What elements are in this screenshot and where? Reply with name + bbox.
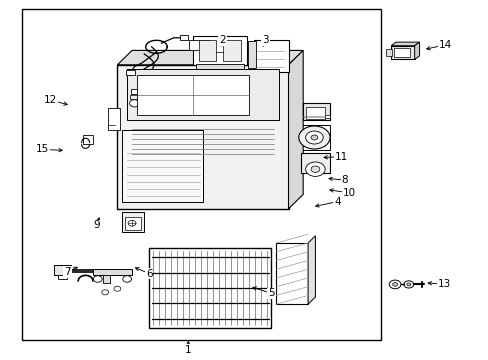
Polygon shape: [288, 50, 303, 209]
Text: 12: 12: [43, 95, 57, 105]
Bar: [83, 135, 93, 144]
Text: 1: 1: [184, 345, 191, 355]
Bar: [199, 40, 216, 61]
Bar: [248, 41, 255, 68]
Bar: [193, 36, 246, 65]
Bar: [195, 64, 244, 69]
Circle shape: [298, 126, 329, 149]
Bar: [122, 212, 144, 232]
Polygon shape: [414, 42, 419, 59]
Bar: [393, 48, 409, 57]
Circle shape: [406, 283, 410, 286]
Bar: [129, 95, 141, 99]
Text: 9: 9: [93, 220, 100, 230]
Bar: [102, 275, 110, 283]
Bar: [276, 243, 307, 304]
Circle shape: [122, 276, 131, 282]
Bar: [58, 275, 67, 279]
Bar: [22, 9, 381, 340]
Text: 11: 11: [334, 152, 347, 162]
Bar: [149, 248, 271, 328]
Bar: [126, 70, 135, 75]
Text: 8: 8: [341, 175, 347, 185]
Bar: [117, 65, 288, 209]
Circle shape: [392, 283, 397, 286]
Bar: [300, 125, 329, 150]
Text: 7: 7: [64, 267, 71, 277]
Circle shape: [128, 220, 136, 226]
Text: 6: 6: [145, 269, 152, 279]
Circle shape: [93, 276, 102, 282]
Text: 15: 15: [35, 144, 49, 154]
Text: 14: 14: [437, 40, 451, 50]
Bar: [254, 40, 288, 72]
Polygon shape: [390, 42, 419, 46]
Bar: [131, 89, 141, 94]
Text: 5: 5: [267, 288, 274, 298]
Text: 2: 2: [219, 35, 225, 45]
Bar: [107, 108, 120, 130]
Bar: [127, 69, 278, 120]
Text: 13: 13: [436, 279, 450, 289]
Bar: [305, 107, 325, 119]
Bar: [303, 103, 329, 120]
Bar: [137, 75, 249, 115]
Bar: [124, 217, 141, 230]
Circle shape: [310, 166, 319, 172]
Circle shape: [102, 290, 108, 295]
Bar: [325, 115, 329, 118]
Circle shape: [129, 100, 139, 107]
Circle shape: [305, 162, 325, 176]
Text: 4: 4: [333, 197, 340, 207]
Bar: [93, 269, 132, 275]
Circle shape: [310, 135, 317, 140]
Bar: [54, 265, 71, 275]
Bar: [189, 40, 208, 50]
Bar: [223, 40, 240, 61]
Circle shape: [114, 286, 121, 291]
Circle shape: [305, 131, 323, 144]
Bar: [386, 49, 391, 56]
Circle shape: [388, 280, 400, 289]
Polygon shape: [307, 236, 315, 304]
Bar: [390, 46, 414, 59]
Text: 3: 3: [262, 35, 268, 45]
Text: 10: 10: [343, 188, 355, 198]
Polygon shape: [122, 130, 203, 202]
Polygon shape: [117, 50, 303, 65]
Bar: [300, 153, 329, 173]
Circle shape: [403, 281, 413, 288]
Bar: [180, 35, 187, 40]
